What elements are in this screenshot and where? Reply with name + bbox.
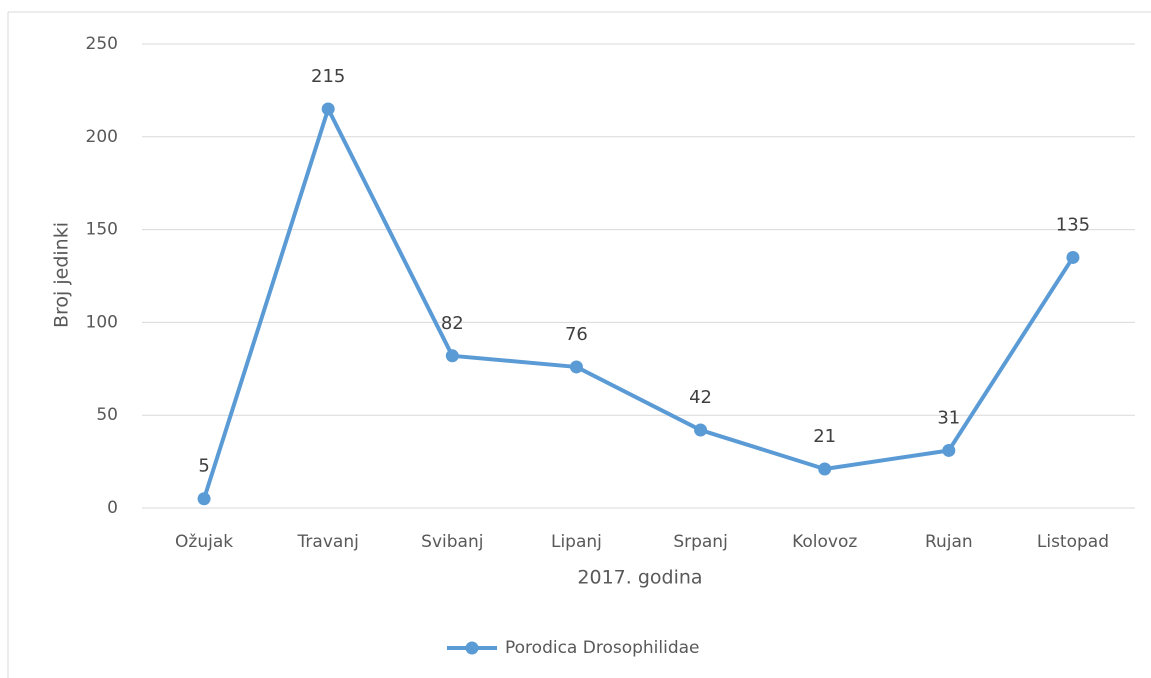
- x-tick-label: Ožujak: [175, 532, 233, 552]
- data-point: [942, 443, 956, 457]
- data-point: [321, 102, 335, 116]
- data-point: [197, 492, 211, 506]
- y-tick-label: 50: [96, 405, 118, 425]
- data-label: 31: [937, 407, 960, 428]
- x-tick-label: Svibanj: [421, 532, 483, 552]
- data-label: 82: [441, 313, 464, 334]
- x-tick-label: Lipanj: [551, 532, 602, 552]
- data-label: 215: [311, 66, 345, 87]
- y-axis-title: Broj jedinki: [51, 222, 73, 328]
- y-tick-label: 0: [107, 498, 118, 518]
- x-tick-label: Travanj: [297, 532, 359, 552]
- data-point: [569, 360, 583, 374]
- x-tick-label: Kolovoz: [792, 532, 857, 552]
- y-tick-label: 250: [86, 34, 118, 54]
- y-tick-label: 100: [86, 312, 118, 332]
- data-point: [445, 349, 459, 363]
- data-label: 42: [689, 387, 712, 408]
- x-tick-label: Rujan: [925, 532, 973, 552]
- data-label: 21: [813, 426, 836, 447]
- x-axis-title: 2017. godina: [577, 567, 702, 589]
- x-tick-label: Listopad: [1037, 532, 1109, 552]
- y-tick-label: 200: [86, 127, 118, 147]
- data-label: 5: [198, 456, 209, 477]
- data-point: [1066, 250, 1080, 264]
- data-label: 76: [565, 324, 588, 345]
- series-line: [202, 106, 1075, 500]
- legend-label: Porodica Drosophilidae: [505, 638, 700, 658]
- data-point: [694, 423, 708, 437]
- legend-marker: [465, 641, 479, 655]
- y-tick-label: 150: [86, 220, 118, 240]
- x-tick-label: Srpanj: [673, 532, 728, 552]
- data-label: 135: [1056, 214, 1090, 235]
- data-point: [818, 462, 832, 476]
